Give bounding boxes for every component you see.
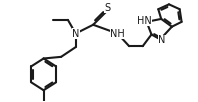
Text: N: N [72, 29, 79, 39]
Text: NH: NH [110, 29, 125, 39]
Text: HN: HN [137, 16, 152, 26]
Text: S: S [105, 3, 111, 13]
Text: N: N [158, 35, 165, 45]
